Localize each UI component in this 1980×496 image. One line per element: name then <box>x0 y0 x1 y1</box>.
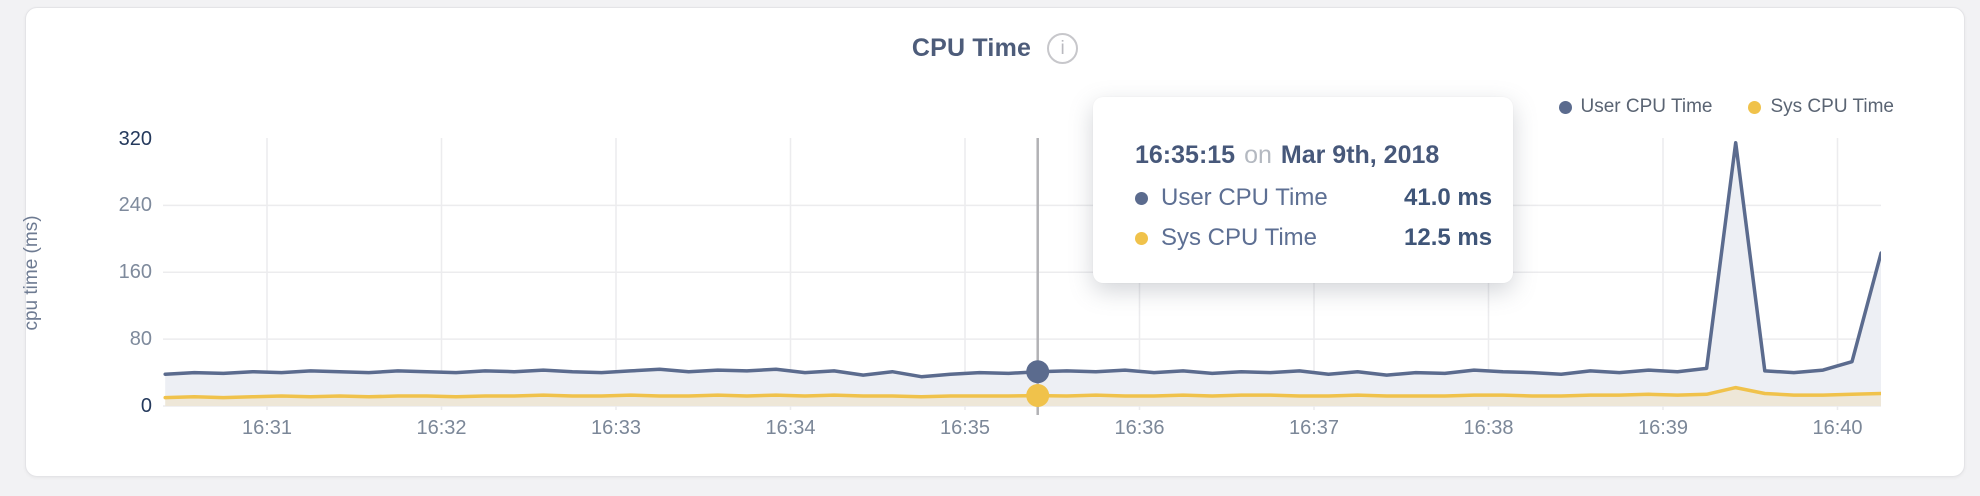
info-icon-glyph: i <box>1060 37 1065 59</box>
user-cpu-marker-dot <box>1026 360 1050 384</box>
x-tick-label: 16:38 <box>1463 417 1514 439</box>
tooltip: 16:35:15 on Mar 9th, 2018 User CPU Time … <box>1093 97 1513 283</box>
tooltip-series-label: User CPU Time <box>1161 184 1328 211</box>
x-tick-label: 16:31 <box>241 417 293 439</box>
tooltip-series-value: 41.0 ms <box>1404 184 1493 211</box>
x-tick-label: 16:39 <box>1637 417 1689 439</box>
legend-item-sys-cpu-time[interactable]: Sys CPU Time <box>1748 96 1894 118</box>
tooltip-time: 16:35:15 <box>1135 140 1236 169</box>
tooltip-row-user-cpu-time: User CPU Time 41.0 ms <box>1135 183 1495 213</box>
user-series-dot-icon <box>1558 100 1572 114</box>
user-series-dot-icon <box>1135 191 1148 205</box>
sys-cpu-marker-dot <box>1026 384 1050 408</box>
y-axis-title: cpu time (ms) <box>21 215 42 331</box>
x-tick-label: 16:36 <box>1114 417 1165 439</box>
tooltip-conjunction: on <box>1244 140 1272 169</box>
y-tick-label: 240 <box>118 194 152 217</box>
tooltip-row-sys-cpu-time: Sys CPU Time 12.5 ms <box>1135 223 1495 253</box>
tooltip-series-value: 12.5 ms <box>1404 224 1493 251</box>
legend-item-user-cpu-time[interactable]: User CPU Time <box>1558 96 1713 118</box>
y-tick-label: 80 <box>129 328 152 351</box>
tooltip-series-label: Sys CPU Time <box>1161 224 1318 251</box>
user-cpu-line <box>163 140 1881 379</box>
sys-series-dot-icon <box>1135 231 1148 245</box>
chart-title: CPU Time <box>911 33 1032 62</box>
x-tick-label: 16:35 <box>939 417 991 439</box>
x-tick-label: 16:40 <box>1812 417 1863 439</box>
y-tick-label: 0 <box>140 395 152 417</box>
chart-header: CPU Time i <box>25 30 1965 66</box>
legend-label: Sys CPU Time <box>1770 96 1894 117</box>
sys-cpu-line <box>163 385 1881 400</box>
y-tick-label: 320 <box>118 127 152 150</box>
info-icon[interactable]: i <box>1047 32 1079 64</box>
tooltip-header: 16:35:15 on Mar 9th, 2018 <box>1135 139 1439 171</box>
user-cpu-area <box>165 142 1881 406</box>
x-tick-label: 16:33 <box>590 417 642 439</box>
sys-series-dot-icon <box>1748 100 1762 114</box>
y-tick-label: 160 <box>118 261 152 284</box>
x-tick-label: 16:32 <box>416 417 467 439</box>
x-tick-label: 16:34 <box>765 417 816 439</box>
legend: User CPU Time Sys CPU Time <box>1558 95 1894 119</box>
tooltip-date: Mar 9th, 2018 <box>1280 140 1440 169</box>
x-tick-label: 16:37 <box>1288 417 1340 439</box>
legend-label: User CPU Time <box>1580 96 1713 117</box>
